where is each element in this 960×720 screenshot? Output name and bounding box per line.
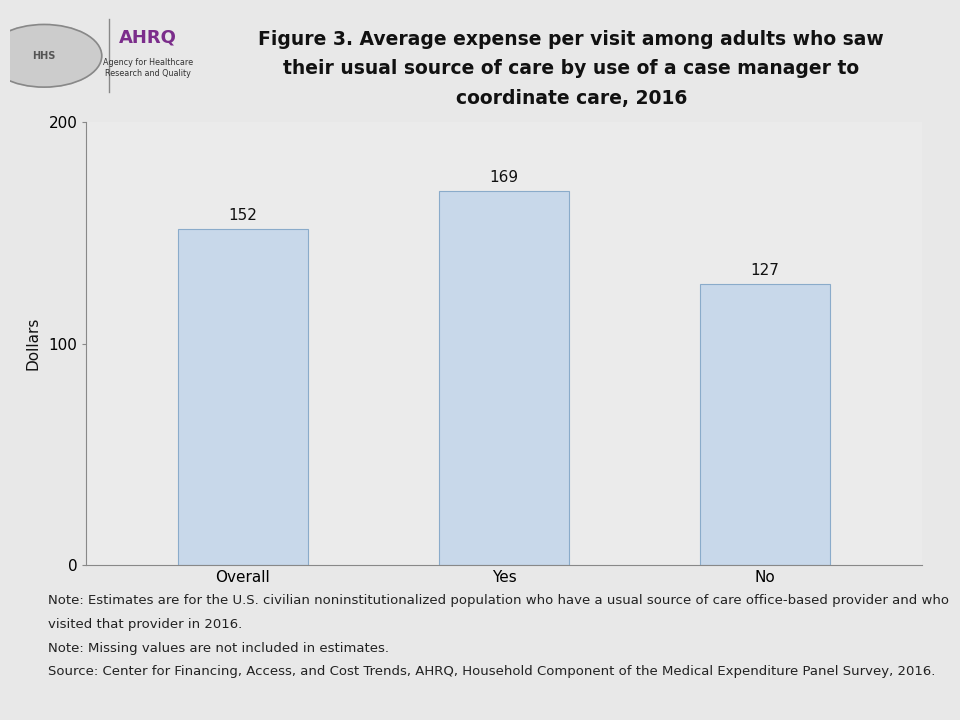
Text: Note: Missing values are not included in estimates.: Note: Missing values are not included in… [48,642,389,654]
Bar [178,229,308,565]
Text: Figure 3. Average expense per visit among adults who saw: Figure 3. Average expense per visit amon… [258,30,884,49]
Text: their usual source of care by use of a case manager to: their usual source of care by use of a c… [283,59,859,78]
Bar [439,191,569,565]
Y-axis label: Dollars: Dollars [25,317,40,371]
Text: visited that provider in 2016.: visited that provider in 2016. [48,618,242,631]
Text: Agency for Healthcare
Research and Quality: Agency for Healthcare Research and Quali… [103,58,193,78]
Text: 127: 127 [751,264,780,279]
Text: coordinate care, 2016: coordinate care, 2016 [455,89,687,108]
Text: AHRQ: AHRQ [119,28,177,46]
Text: 152: 152 [228,208,257,223]
Text: HHS: HHS [33,51,56,60]
Text: 169: 169 [490,171,518,186]
Circle shape [0,24,102,87]
Bar [700,284,830,565]
Text: Source: Center for Financing, Access, and Cost Trends, AHRQ, Household Component: Source: Center for Financing, Access, an… [48,665,935,678]
Text: Note: Estimates are for the U.S. civilian noninstitutionalized population who ha: Note: Estimates are for the U.S. civilia… [48,594,949,607]
